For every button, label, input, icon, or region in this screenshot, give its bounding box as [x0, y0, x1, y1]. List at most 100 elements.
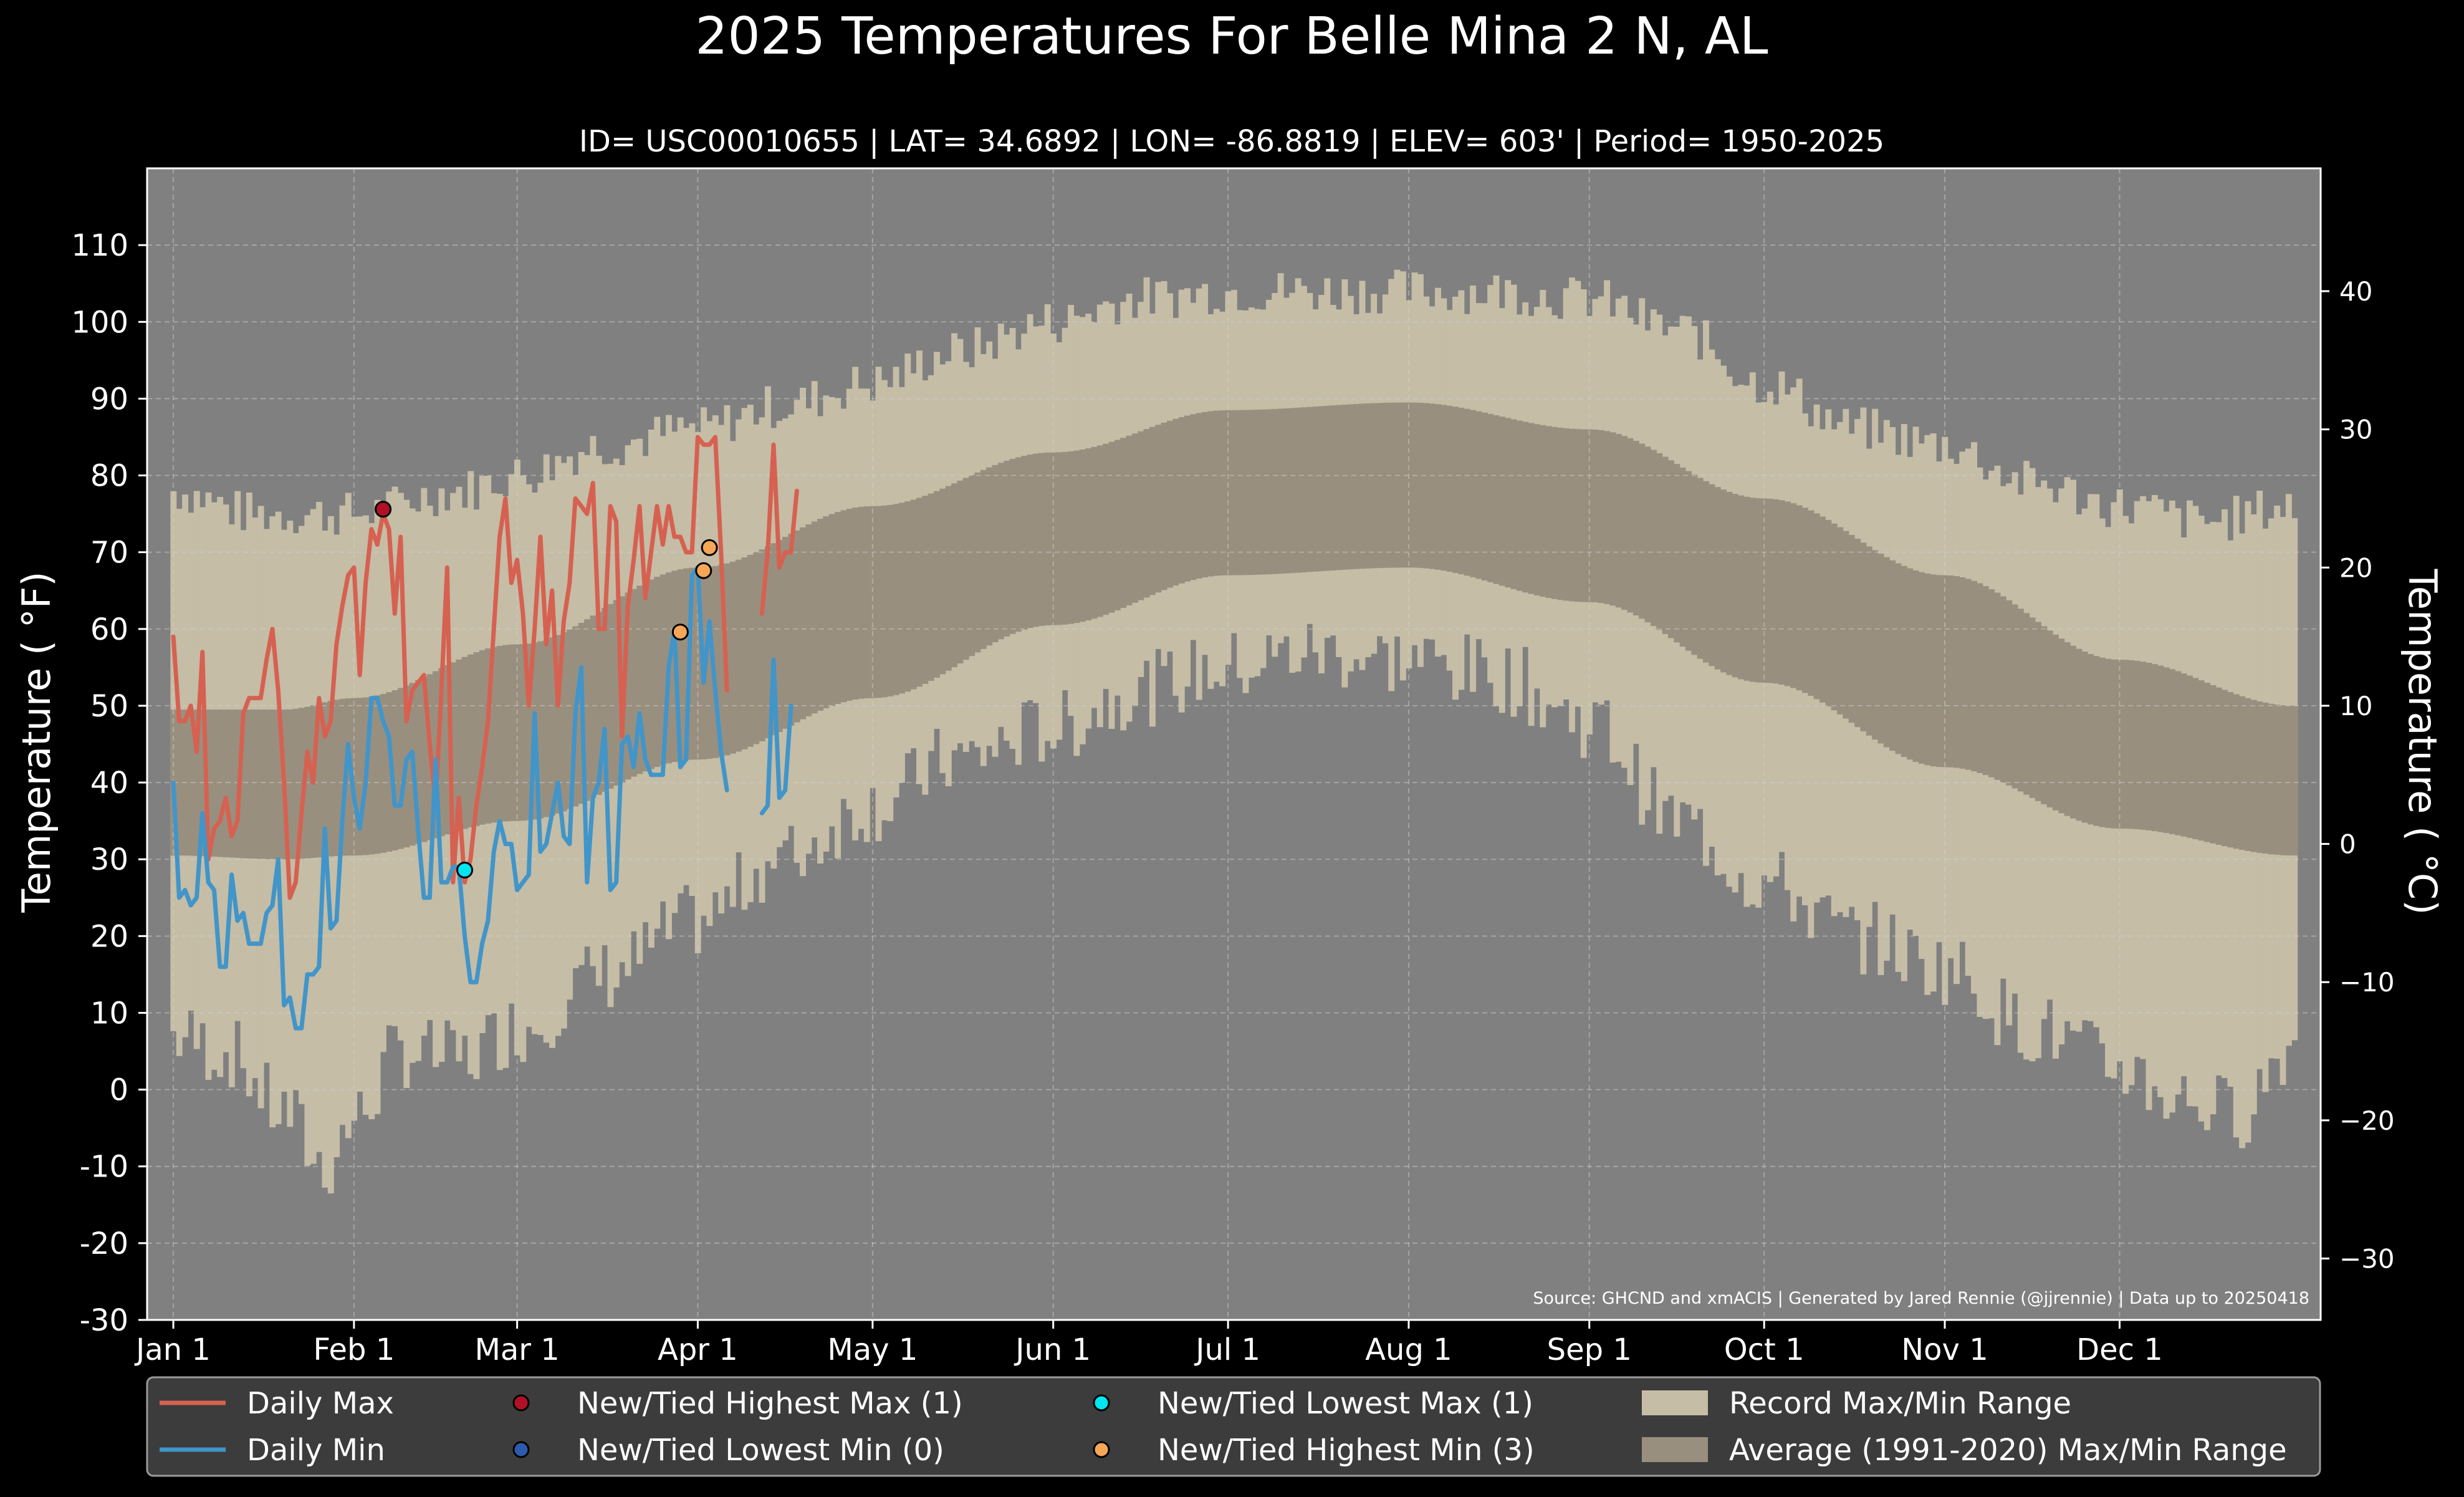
normal-range-bar [567, 629, 573, 809]
y-tick-label-left: 50 [90, 689, 128, 724]
normal-range-bar [1464, 408, 1470, 576]
grid [147, 168, 2321, 1320]
normal-range-bar [753, 552, 760, 744]
normal-range-bar [1860, 542, 1867, 731]
normal-range-bar [275, 710, 282, 860]
normal-range-bar [316, 703, 323, 858]
normal-range-bar [1406, 402, 1412, 568]
normal-range-bar [368, 696, 375, 855]
normal-range-bar [1703, 481, 1710, 663]
normal-range-bar [1656, 453, 1663, 630]
y-tick-label-left: 30 [90, 842, 128, 877]
normal-range-bar [1650, 450, 1657, 627]
normal-range-bar [1837, 527, 1844, 715]
source-note: Source: GHCND and xmACIS | Generated by … [1533, 1289, 2309, 1308]
normal-range-bar [211, 710, 218, 857]
normal-range-bar [555, 635, 562, 814]
normal-range-bar [1679, 467, 1686, 647]
normal-range-bar [1202, 412, 1209, 578]
normal-range-bar [1575, 429, 1581, 602]
normal-range-bar [1977, 583, 1983, 773]
normal-range-bar [433, 671, 439, 839]
normal-range-bar [1667, 460, 1674, 638]
plot-area: 1101009080706050403020100-10-20-30403020… [71, 167, 2395, 1367]
normal-range-bar [858, 506, 865, 699]
normal-range-bar [1761, 498, 1768, 683]
y-axis-label-left: Temperature ( °F) [14, 571, 59, 913]
normal-range-bar [1522, 421, 1529, 593]
normal-range-bar [2105, 658, 2112, 828]
normal-range-bar [1994, 592, 2001, 780]
normal-range-bar [1755, 498, 1762, 683]
normal-range-bar [764, 546, 771, 739]
normal-range-bar [1009, 458, 1016, 634]
normal-range-bar [823, 516, 830, 708]
normal-range-bar [327, 701, 334, 857]
normal-range-bar [613, 600, 620, 786]
normal-range-bar [1190, 414, 1197, 580]
normal-range-bar [1260, 409, 1267, 575]
y-tick-label-left: -20 [80, 1226, 128, 1261]
normal-range-bar [1073, 450, 1080, 623]
legend-label: Daily Min [247, 1433, 385, 1468]
normal-range-bar [706, 567, 713, 759]
normal-range-bar [1038, 453, 1045, 626]
normal-range-bar [1604, 431, 1611, 604]
normal-range-bar [374, 695, 381, 854]
normal-range-bar [2023, 613, 2030, 795]
normal-range-bar [2081, 652, 2088, 823]
normal-range-bar [461, 657, 468, 829]
normal-range-bar [788, 533, 795, 726]
normal-range-bar [939, 488, 946, 675]
normal-range-bar [2111, 659, 2117, 829]
normal-range-bar [904, 501, 911, 692]
y-tick-label-left: 100 [71, 305, 128, 340]
normal-range-bar [1726, 491, 1733, 675]
plot-frame [146, 167, 2322, 1321]
normal-range-bar [910, 499, 917, 690]
normal-range-bar [928, 493, 934, 681]
normal-range-bar [642, 582, 649, 772]
normal-range-bar [1120, 438, 1127, 608]
normal-range-bar [269, 710, 276, 860]
normal-range-bar [1306, 407, 1313, 572]
normal-range-bar [1883, 557, 1890, 748]
normal-range-bar [473, 652, 480, 826]
normal-range-bar [1639, 443, 1646, 619]
normal-range-bar [1872, 550, 1879, 740]
normal-range-bar [1289, 408, 1296, 574]
normal-range-bar [1312, 407, 1319, 572]
x-tick-label: May 1 [827, 1332, 918, 1367]
normal-range-bar [1982, 586, 1989, 776]
normal-range-bar [1166, 420, 1173, 588]
normal-range-bar [2070, 645, 2076, 819]
normal-range-bar [2250, 700, 2257, 852]
normal-range-bar [2210, 685, 2217, 844]
y-tick-label-left: 110 [71, 228, 128, 263]
normal-range-bar [1399, 402, 1406, 568]
normal-range-bar [386, 692, 393, 852]
normal-range-bar [1691, 474, 1698, 655]
y-tick-label-right: −30 [2339, 1243, 2395, 1274]
normal-range-bar [188, 710, 194, 856]
normal-range-bar [893, 504, 899, 695]
normal-range-bar [782, 537, 789, 729]
normal-range-bar [415, 680, 421, 844]
normal-range-bar [1487, 413, 1494, 582]
normal-range-bar [380, 694, 386, 853]
normal-range-bar [2192, 678, 2199, 840]
normal-range-bar [1172, 418, 1179, 586]
normal-range-bar [922, 496, 929, 684]
normal-range-bar [1091, 446, 1098, 619]
normal-range-bar [1347, 404, 1354, 570]
normal-range-bar [2186, 675, 2193, 838]
normal-range-bar [1674, 464, 1680, 643]
normal-range-bar [1096, 445, 1103, 617]
normal-range-bar [2222, 690, 2228, 847]
normal-range-bar [1265, 409, 1272, 575]
normal-range-bar [1767, 498, 1773, 683]
y-tick-label-right: 20 [2339, 552, 2372, 583]
normal-range-bar [1627, 438, 1634, 613]
y-tick-label-left: 10 [90, 996, 128, 1031]
normal-range-bar [729, 561, 736, 754]
